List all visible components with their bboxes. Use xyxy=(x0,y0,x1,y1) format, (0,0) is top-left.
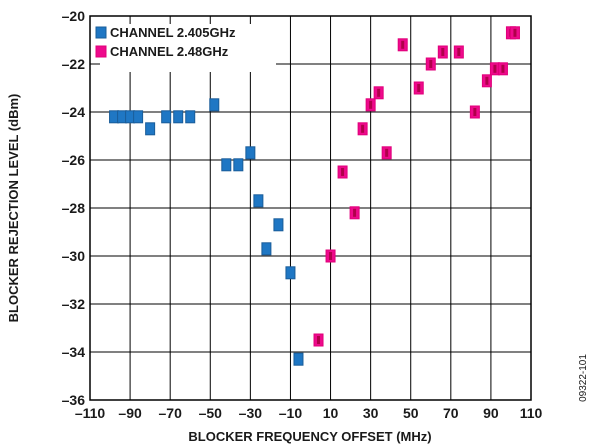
data-point-marker-core xyxy=(429,60,433,68)
legend-label-channel-2405: CHANNEL 2.405GHz xyxy=(110,25,236,40)
x-tick-label: 50 xyxy=(403,405,419,421)
y-axis-title: BLOCKER REJECTION LEVEL (dBm) xyxy=(6,94,21,323)
x-tick-label: –110 xyxy=(75,405,106,421)
data-point-marker-core xyxy=(369,100,373,109)
x-tick-label: –50 xyxy=(199,405,223,421)
data-point-marker-core xyxy=(441,48,445,56)
data-point xyxy=(185,110,196,124)
x-tick-label: –70 xyxy=(159,405,183,421)
x-tick-label: 110 xyxy=(520,405,543,421)
legend-background xyxy=(100,24,276,72)
data-point xyxy=(173,110,184,124)
x-tick-label: 10 xyxy=(323,405,339,421)
x-tick-label: 90 xyxy=(483,405,499,421)
data-point xyxy=(161,110,172,124)
y-tick-labels: –36 –34 –32 –30 –28 –26 –24 –22 –20 xyxy=(62,8,86,408)
data-point-marker-core xyxy=(329,252,333,260)
data-point xyxy=(261,242,272,256)
y-tick-label: –22 xyxy=(62,56,86,72)
data-point xyxy=(133,110,144,124)
x-tick-label: 70 xyxy=(443,405,459,421)
data-point xyxy=(253,194,264,208)
x-axis-title: BLOCKER FREQUENCY OFFSET (MHz) xyxy=(188,429,431,444)
data-point-marker-core xyxy=(353,208,357,217)
data-point xyxy=(273,218,284,232)
y-tick-label: –26 xyxy=(62,152,86,168)
y-tick-label: –24 xyxy=(62,104,86,120)
data-point-marker-core xyxy=(501,64,505,73)
data-point-marker-core xyxy=(513,28,517,37)
y-tick-label: –36 xyxy=(62,392,86,408)
data-point-marker-core xyxy=(317,336,321,344)
grid xyxy=(89,15,532,401)
data-point xyxy=(233,158,244,172)
data-point-marker-core xyxy=(341,168,345,176)
data-point-marker-core xyxy=(473,108,477,116)
series-0 xyxy=(109,98,304,366)
data-point xyxy=(245,146,256,160)
legend-swatch-channel-248 xyxy=(95,45,107,58)
plot-frame xyxy=(89,15,532,401)
data-series xyxy=(109,26,520,366)
legend-label-channel-248: CHANNEL 2.48GHz xyxy=(110,44,229,59)
data-point-marker-core xyxy=(493,64,497,73)
data-point-marker-core xyxy=(385,148,389,157)
x-tick-label: 30 xyxy=(363,405,379,421)
data-point xyxy=(285,266,296,280)
data-point-marker-core xyxy=(361,124,365,133)
data-point-marker-core xyxy=(377,88,381,97)
x-tick-label: –90 xyxy=(118,405,142,421)
x-tick-label: –10 xyxy=(279,405,303,421)
legend: CHANNEL 2.405GHz CHANNEL 2.48GHz xyxy=(95,24,276,72)
y-tick-label: –28 xyxy=(62,200,86,216)
series-1 xyxy=(313,26,520,347)
data-point xyxy=(145,122,156,136)
data-point-marker-core xyxy=(417,84,421,92)
data-point-marker-core xyxy=(485,76,489,85)
y-tick-label: –30 xyxy=(62,248,86,264)
x-tick-labels: –110 –90 –70 –50 –30 –10 10 30 50 70 90 110 xyxy=(75,405,543,421)
data-point xyxy=(209,98,220,112)
data-point-marker-core xyxy=(401,40,405,49)
data-point xyxy=(293,352,304,366)
legend-swatch-channel-2405 xyxy=(95,26,107,39)
x-tick-label: –30 xyxy=(239,405,263,421)
figure-id: 09322-101 xyxy=(578,354,589,402)
data-point xyxy=(221,158,232,172)
y-tick-label: –32 xyxy=(62,296,86,312)
data-point-marker-core xyxy=(457,48,461,56)
y-tick-label: –34 xyxy=(62,344,86,360)
y-tick-label: –20 xyxy=(62,8,86,24)
